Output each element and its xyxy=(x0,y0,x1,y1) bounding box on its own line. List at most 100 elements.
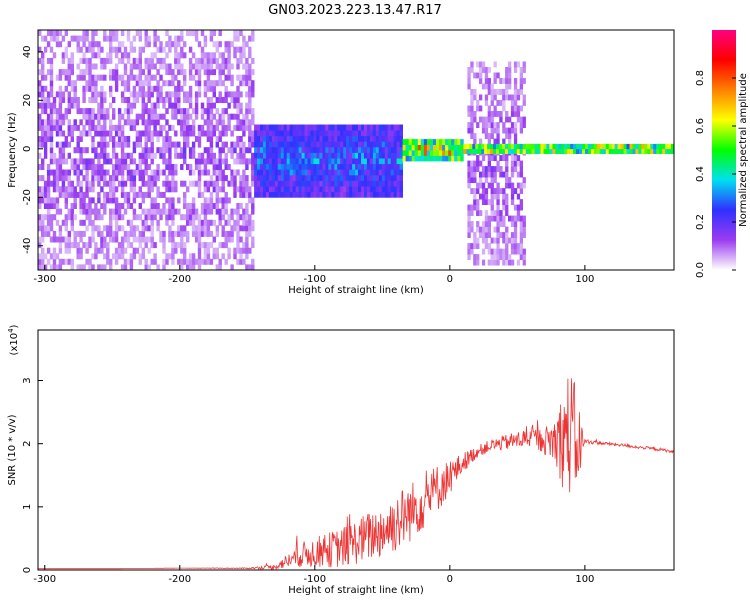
spectrogram-cell xyxy=(470,226,474,233)
spectrogram-cell xyxy=(120,130,125,137)
spectrogram-cell xyxy=(203,158,208,165)
spectrogram-cell xyxy=(260,180,264,187)
spectrogram-cell xyxy=(129,242,134,249)
spectrogram-cell xyxy=(263,180,267,187)
spectrogram-cell xyxy=(126,52,131,59)
spectrogram-cell xyxy=(236,141,240,148)
spectrogram-cell xyxy=(177,119,181,126)
spectrogram-cell xyxy=(153,169,157,176)
spectrogram-cell xyxy=(467,210,471,216)
spectrogram-cell xyxy=(123,46,128,53)
spectrogram-cell xyxy=(399,180,403,187)
spectrogram-cell xyxy=(301,141,305,148)
spectrogram-cell xyxy=(251,242,255,249)
spectrogram-cell xyxy=(334,191,338,198)
spectrogram-cell xyxy=(343,135,347,142)
spectrogram-cell xyxy=(476,254,480,260)
spectrogram-cell xyxy=(180,69,184,76)
spectrogram-cell xyxy=(322,174,326,181)
spectrogram-cell xyxy=(129,91,134,98)
spectrogram-cell xyxy=(103,208,107,215)
spectrogram-cell xyxy=(304,130,308,137)
spectrogram-cell xyxy=(171,236,175,243)
spectrogram-cell xyxy=(467,254,471,260)
spectrogram-cell xyxy=(144,191,148,198)
spectrogram-cell xyxy=(156,175,160,182)
spectrogram-cell xyxy=(76,136,80,142)
spectrogram-cell xyxy=(289,135,294,142)
spectrogram-cell xyxy=(393,163,398,170)
spectrogram-cell xyxy=(399,191,403,198)
spectrogram-cell xyxy=(470,204,474,211)
spectrogram-cell xyxy=(473,254,477,260)
spectrogram-cell xyxy=(369,180,374,187)
spectrogram-cell xyxy=(197,169,202,176)
spectrogram-cell xyxy=(162,124,166,131)
spectrogram-cell xyxy=(177,242,181,249)
spectrogram-cell xyxy=(132,46,137,53)
spectrogram-cell xyxy=(97,208,101,215)
spectrogram-cell xyxy=(381,174,386,181)
spectrogram-cell xyxy=(55,124,60,131)
spectrogram-cell xyxy=(280,169,285,176)
spectrogram-cell xyxy=(227,113,231,120)
spectrogram-cell xyxy=(484,215,489,222)
spectrogram-cell xyxy=(242,258,246,265)
spectrogram-cell xyxy=(70,158,74,165)
spectrogram-cell xyxy=(502,232,506,238)
spectrogram-cell xyxy=(340,191,344,198)
spectrogram-cell xyxy=(109,136,113,142)
spectrogram-cell xyxy=(325,124,329,131)
spectrogram-cell xyxy=(100,214,104,221)
spectrogram-cell xyxy=(191,258,196,265)
spectrogram-cell xyxy=(505,243,509,249)
spectrogram-cell xyxy=(242,219,246,226)
spectrogram-cell xyxy=(358,135,362,142)
spectrogram-cell xyxy=(487,133,491,139)
spectrogram-cell xyxy=(230,230,234,237)
spectrogram-cell xyxy=(159,191,163,198)
spectrogram-cell xyxy=(183,152,187,159)
spectrogram-cell xyxy=(55,91,60,98)
spectrogram-cell xyxy=(513,204,518,211)
spectrogram-cell xyxy=(346,163,350,170)
spectrogram-cell xyxy=(117,169,122,176)
spectrogram-cell xyxy=(248,97,252,103)
spectrogram-cell xyxy=(171,180,175,187)
spectrogram-cell xyxy=(310,130,314,137)
spectrogram-cell xyxy=(141,113,145,120)
spectrogram-cell xyxy=(343,186,347,193)
spectrogram-cell xyxy=(588,143,592,150)
spectrogram-cell xyxy=(97,180,101,187)
spectrogram-cell xyxy=(117,41,122,48)
spectrogram-cell xyxy=(200,46,205,53)
spectrogram-cell xyxy=(61,69,66,76)
spectrogram-cell xyxy=(283,141,288,148)
spectrogram-cell xyxy=(144,91,148,98)
spectrogram-cell xyxy=(245,69,249,76)
spectrogram-cell xyxy=(186,203,190,209)
spectrogram-cell xyxy=(144,180,148,187)
spectrogram-cell xyxy=(454,155,458,162)
spectrogram-cell xyxy=(490,215,494,222)
spectrogram-cell xyxy=(212,158,216,165)
spectrogram-cell xyxy=(319,186,323,193)
spectrogram-cell xyxy=(180,152,184,159)
spectrogram-cell xyxy=(61,119,66,126)
spectrogram-cell xyxy=(528,143,532,150)
spectrogram-cell xyxy=(304,152,308,159)
spectrogram-cell xyxy=(215,108,219,115)
spectrogram-cell xyxy=(328,174,332,181)
spectrogram-cell xyxy=(85,35,89,42)
spectrogram-cell xyxy=(224,46,228,53)
spectrogram-cell xyxy=(168,169,172,176)
spectrogram-cell xyxy=(271,141,276,148)
spectrogram-cell xyxy=(135,119,140,126)
spectrogram-cell xyxy=(516,148,521,154)
spectrogram-cell xyxy=(100,102,104,109)
spectrogram-cell xyxy=(313,146,317,153)
spectrogram-cell xyxy=(150,152,154,159)
spectrogram-cell xyxy=(117,180,122,187)
spectrogram-cell xyxy=(218,69,222,76)
spectrogram-cell xyxy=(496,188,500,194)
